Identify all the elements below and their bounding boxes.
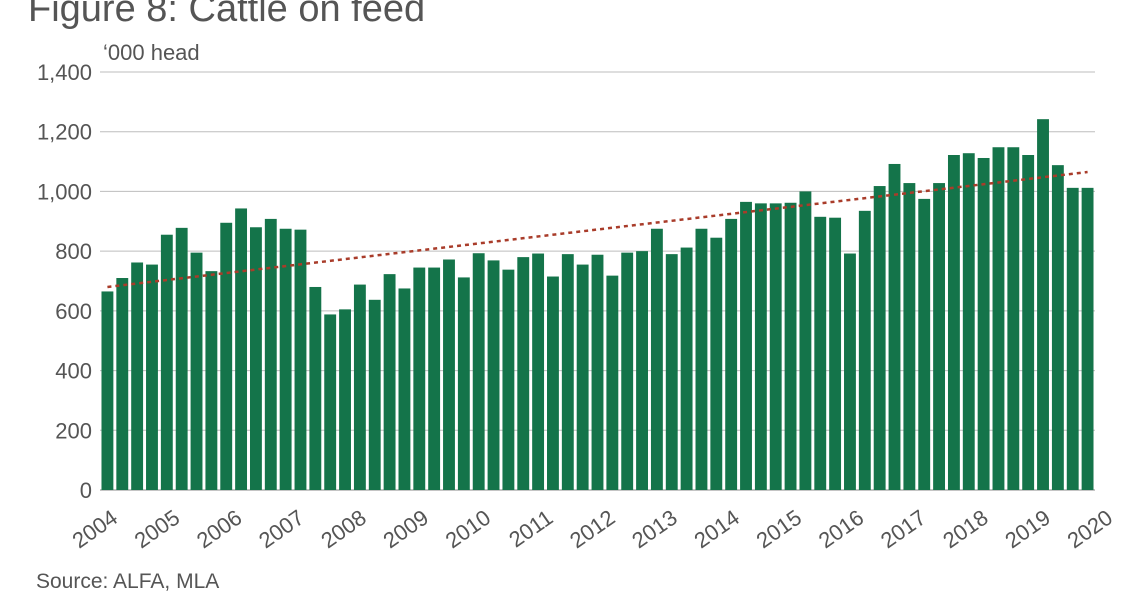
bar bbox=[621, 252, 634, 490]
x-tick-label: 2011 bbox=[504, 505, 557, 553]
bar bbox=[933, 183, 946, 490]
bar bbox=[339, 309, 351, 490]
x-tick-label: 2020 bbox=[1063, 505, 1117, 554]
bar bbox=[725, 218, 738, 490]
bar bbox=[918, 198, 931, 490]
bar bbox=[443, 259, 455, 490]
bar bbox=[977, 157, 990, 491]
bar bbox=[502, 269, 515, 490]
bar bbox=[235, 208, 248, 490]
bar bbox=[428, 267, 441, 490]
bar bbox=[1037, 119, 1049, 491]
bar bbox=[1051, 165, 1064, 490]
y-tick-label: 200 bbox=[55, 418, 92, 443]
x-tick-label: 2007 bbox=[254, 505, 308, 554]
x-tick-label: 2018 bbox=[938, 505, 992, 554]
bar bbox=[205, 271, 218, 490]
bar bbox=[264, 218, 277, 490]
x-tick-label: 2019 bbox=[1000, 505, 1054, 554]
bar bbox=[591, 254, 604, 490]
bar bbox=[249, 227, 262, 490]
bar bbox=[1007, 147, 1020, 491]
bar bbox=[665, 254, 678, 490]
bar bbox=[457, 277, 470, 490]
x-tick-label: 2006 bbox=[192, 505, 246, 554]
bar bbox=[324, 314, 337, 490]
x-tick-label: 2015 bbox=[752, 505, 806, 554]
bar bbox=[413, 267, 426, 490]
y-axis-unit-label: ‘000 head bbox=[103, 40, 200, 65]
bar bbox=[487, 260, 500, 490]
bar bbox=[101, 291, 114, 490]
y-tick-label: 800 bbox=[55, 239, 92, 264]
y-tick-label: 0 bbox=[80, 478, 92, 503]
bar bbox=[829, 217, 842, 490]
bar bbox=[740, 201, 752, 490]
bar bbox=[383, 274, 396, 490]
bar bbox=[873, 186, 886, 491]
bar bbox=[606, 275, 619, 490]
bar bbox=[532, 253, 545, 490]
bar bbox=[353, 284, 366, 490]
bar bbox=[962, 153, 975, 490]
x-tick-label: 2016 bbox=[814, 505, 868, 554]
bar bbox=[220, 222, 233, 490]
y-tick-label: 1,400 bbox=[37, 60, 92, 85]
x-tick-label: 2008 bbox=[316, 505, 370, 554]
y-tick-label: 600 bbox=[55, 299, 92, 324]
bar bbox=[279, 228, 292, 490]
bar bbox=[888, 163, 901, 490]
bar bbox=[116, 278, 129, 490]
x-tick-label: 2010 bbox=[441, 505, 495, 554]
bar bbox=[294, 229, 307, 490]
x-tick-label: 2013 bbox=[627, 505, 681, 554]
bar bbox=[398, 288, 411, 490]
bar bbox=[576, 264, 589, 490]
bar bbox=[784, 202, 797, 490]
bar bbox=[146, 264, 158, 490]
y-tick-label: 1,200 bbox=[37, 120, 92, 145]
bar bbox=[844, 253, 856, 490]
y-tick-label: 400 bbox=[55, 359, 92, 384]
bar bbox=[947, 155, 960, 490]
x-tick-label: 2004 bbox=[68, 505, 122, 554]
bar bbox=[799, 191, 812, 490]
bar bbox=[903, 183, 916, 490]
x-tick-label: 2009 bbox=[379, 505, 433, 554]
x-tick-label: 2014 bbox=[689, 505, 743, 554]
chart-title: Figure 8: Cattle on feed bbox=[28, 0, 426, 30]
bar bbox=[547, 276, 559, 490]
x-tick-labels: 2004 2005 2006 2007 2008 2009 2010 2011 2012 2013… bbox=[68, 505, 1117, 554]
bar bbox=[561, 254, 574, 490]
bar bbox=[309, 286, 322, 490]
bar bbox=[814, 216, 827, 490]
bar bbox=[636, 251, 648, 490]
bar bbox=[754, 203, 767, 490]
bar bbox=[858, 210, 871, 490]
bar bbox=[695, 228, 708, 490]
bar bbox=[517, 257, 530, 490]
x-tick-label: 2012 bbox=[565, 505, 619, 554]
x-tick-label: 2017 bbox=[876, 505, 930, 554]
bar bbox=[472, 253, 485, 490]
bar bbox=[1022, 155, 1035, 490]
bar bbox=[1066, 187, 1079, 490]
bar bbox=[190, 252, 203, 490]
bar bbox=[769, 203, 782, 490]
bar bbox=[1081, 187, 1094, 490]
x-tick-label: 2005 bbox=[130, 505, 184, 554]
bar bbox=[368, 299, 381, 490]
source-note: Source: ALFA, MLA bbox=[36, 570, 220, 593]
bar bbox=[160, 234, 173, 490]
bars bbox=[101, 119, 1094, 491]
y-tick-label: 1,000 bbox=[37, 179, 92, 204]
bar bbox=[131, 262, 144, 490]
bar bbox=[680, 247, 693, 490]
bar bbox=[175, 227, 188, 490]
bar bbox=[992, 147, 1005, 491]
bar bbox=[710, 237, 723, 490]
bar bbox=[650, 228, 663, 490]
y-tick-labels: 0 200 400 600 800 1,000 1,200 1,400 bbox=[37, 60, 92, 503]
